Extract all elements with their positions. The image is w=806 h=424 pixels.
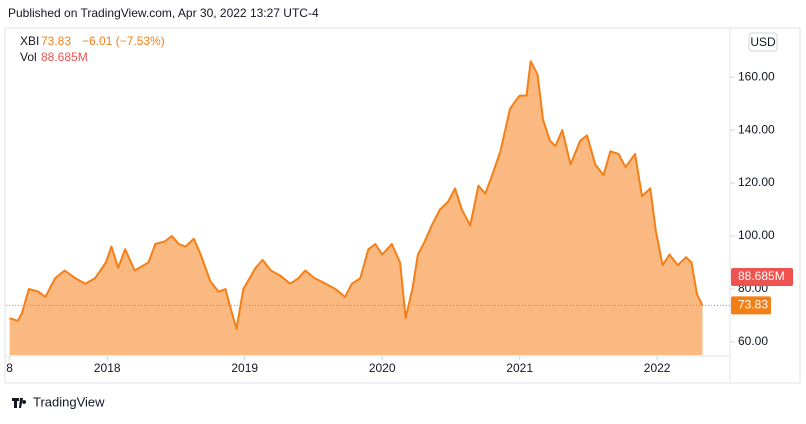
volume-value: 88.685M <box>41 50 88 64</box>
volume-badge-label: 88.685M <box>738 269 785 283</box>
x-tick-label: 8 <box>6 361 13 375</box>
volume-badge <box>731 268 793 286</box>
change: −6.01 (−7.53%) <box>82 34 165 48</box>
y-tick-label: 120.00 <box>738 175 775 189</box>
last-price: 73.83 <box>41 34 71 48</box>
y-tick-label: 140.00 <box>738 122 775 136</box>
currency-button[interactable] <box>748 32 778 52</box>
last-price-badge <box>731 296 771 315</box>
last-price-badge-label: 73.83 <box>738 298 768 312</box>
y-tick-label: 160.00 <box>738 69 775 83</box>
y-tick-label: 100.00 <box>738 228 775 242</box>
x-tick-label: 2018 <box>94 361 121 375</box>
area <box>9 61 703 355</box>
x-tick-label: 2019 <box>231 361 258 375</box>
y-tick-label: 60.00 <box>738 334 768 348</box>
x-tick-label: 2022 <box>644 361 671 375</box>
currency[interactable]: USD <box>750 35 776 49</box>
x-tick-label: 2021 <box>506 361 533 375</box>
plot <box>9 60 704 355</box>
x-tick-label: 2020 <box>369 361 396 375</box>
published-note: Published on TradingView.com, Apr 30, 20… <box>8 6 319 20</box>
symbol: XBI <box>20 34 39 48</box>
volume-title: Vol <box>20 50 37 64</box>
brand: TradingView <box>33 394 105 409</box>
line <box>9 60 704 330</box>
frame <box>4 27 801 384</box>
logo <box>12 398 27 408</box>
